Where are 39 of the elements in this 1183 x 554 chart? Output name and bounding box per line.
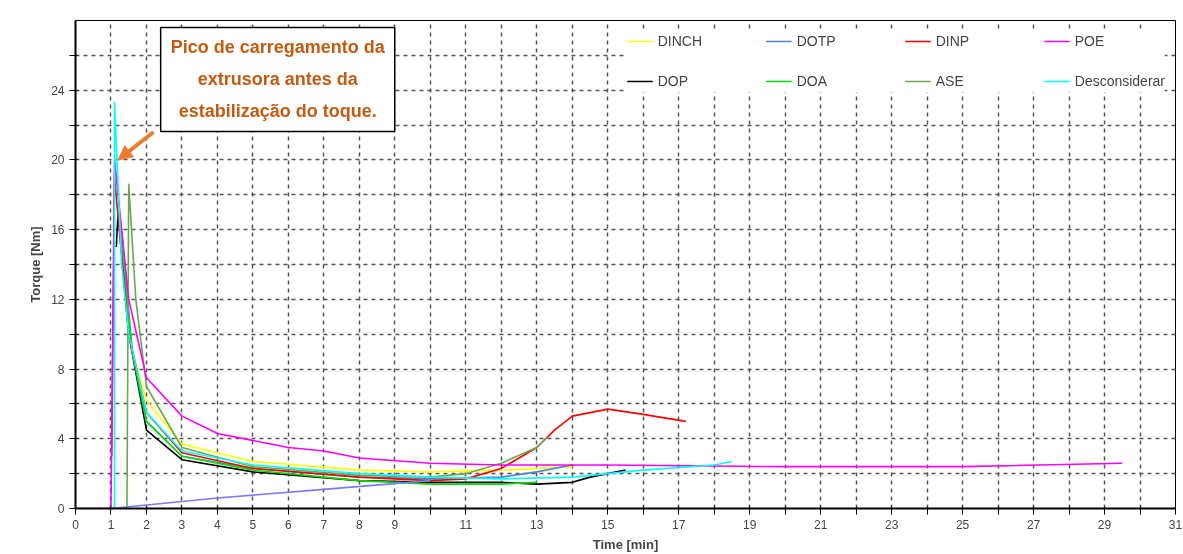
x-tick-label: 1 bbox=[107, 517, 115, 532]
x-tick-label: 13 bbox=[530, 517, 544, 532]
annotation: Pico de carregamento da extrusora antes da estabilização do toque. bbox=[170, 37, 386, 122]
y-tick-label: 4 bbox=[57, 432, 65, 447]
x-tick-label: 9 bbox=[391, 517, 399, 532]
x-tick-label: 19 bbox=[743, 517, 757, 532]
legend-label: ASE bbox=[935, 73, 965, 89]
x-tick-label: 17 bbox=[672, 517, 686, 532]
x-tick-label: 31 bbox=[1168, 517, 1183, 532]
y-tick-label: 20 bbox=[51, 153, 65, 168]
x-axis-title: Time [min] bbox=[592, 536, 659, 552]
y-tick-label: 16 bbox=[51, 223, 65, 238]
x-tick-label: 29 bbox=[1097, 517, 1112, 532]
legend-label: DOA bbox=[796, 73, 829, 89]
x-tick-label: 3 bbox=[178, 517, 186, 532]
x-tick-label: 4 bbox=[214, 517, 222, 532]
x-tick-label: 25 bbox=[955, 517, 970, 532]
legend-label: Desconsiderar bbox=[1074, 73, 1165, 89]
x-tick-label: 27 bbox=[1026, 517, 1041, 532]
legend-label: POE bbox=[1074, 33, 1106, 49]
y-axis-title: Torque [Nm] bbox=[28, 226, 44, 303]
legend-label: DINCH bbox=[657, 33, 704, 49]
x-tick-label: 15 bbox=[601, 517, 615, 532]
y-tick-label: 0 bbox=[57, 502, 65, 516]
x-tick-label: 8 bbox=[356, 517, 364, 532]
x-tick-label: 5 bbox=[249, 517, 257, 532]
y-tick-label: 12 bbox=[51, 292, 65, 307]
legend-label: DINP bbox=[935, 33, 971, 49]
legend-label: DOP bbox=[657, 73, 690, 89]
x-tick-label: 7 bbox=[320, 517, 328, 532]
x-tick-label: 23 bbox=[884, 517, 899, 532]
y-tick-label: 8 bbox=[57, 362, 65, 377]
x-tick-label: 21 bbox=[813, 517, 828, 532]
x-tick-label: 6 bbox=[285, 517, 293, 532]
x-tick-label: 2 bbox=[143, 517, 151, 532]
x-tick-label: 0 bbox=[72, 517, 80, 532]
y-tick-label: 24 bbox=[51, 83, 65, 98]
legend-label: DOTP bbox=[796, 33, 837, 49]
x-tick-label: 11 bbox=[459, 517, 473, 532]
